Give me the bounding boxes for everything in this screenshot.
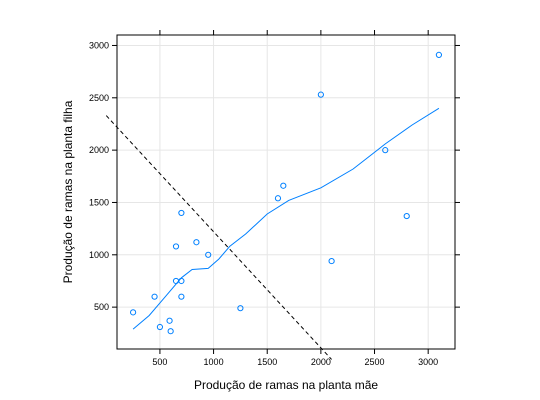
data-point bbox=[172, 277, 180, 285]
smooth-line bbox=[132, 107, 440, 330]
reference-line-group bbox=[105, 115, 332, 360]
x-tick-label: 2000 bbox=[311, 357, 331, 367]
data-point bbox=[403, 212, 410, 220]
data-points bbox=[129, 51, 443, 335]
data-point bbox=[193, 239, 200, 246]
data-point bbox=[151, 293, 158, 300]
x-tick-label: 1500 bbox=[257, 357, 277, 367]
data-point bbox=[166, 317, 173, 324]
data-point bbox=[178, 293, 185, 300]
x-tick-label: 500 bbox=[152, 357, 167, 367]
y-tick-label: 500 bbox=[94, 302, 109, 312]
y-tick-label: 2000 bbox=[89, 145, 109, 155]
plot-panel bbox=[116, 34, 456, 350]
data-point bbox=[129, 309, 137, 316]
data-point bbox=[317, 91, 324, 98]
smooth-curve-group bbox=[132, 107, 440, 330]
data-point bbox=[328, 257, 335, 265]
data-point bbox=[237, 305, 244, 312]
data-point bbox=[274, 195, 282, 202]
x-tick-label: 1000 bbox=[204, 357, 224, 367]
data-point bbox=[172, 243, 180, 250]
axis-ticks: 500 1000 1500 2000 2500 3000 500 1000 1500 2000 25… bbox=[89, 30, 460, 367]
x-tick-label: 2500 bbox=[365, 357, 385, 367]
data-point bbox=[167, 328, 174, 335]
y-tick-label: 1500 bbox=[89, 197, 109, 207]
data-point bbox=[280, 182, 287, 189]
data-point bbox=[382, 147, 389, 154]
reference-line bbox=[105, 115, 332, 360]
data-point bbox=[178, 277, 185, 285]
data-point bbox=[435, 51, 443, 58]
grid-lines bbox=[117, 35, 455, 349]
x-tick-label: 3000 bbox=[418, 357, 438, 367]
y-tick-label: 3000 bbox=[89, 40, 109, 50]
y-tick-label: 2500 bbox=[89, 93, 109, 103]
x-axis-title: Produção de ramas na planta mãe bbox=[194, 378, 378, 392]
y-tick-label: 1000 bbox=[89, 250, 109, 260]
data-point bbox=[156, 323, 164, 331]
y-axis-title: Produção de ramas na planta filha bbox=[61, 100, 75, 283]
data-point bbox=[205, 251, 212, 258]
data-point bbox=[178, 209, 185, 217]
